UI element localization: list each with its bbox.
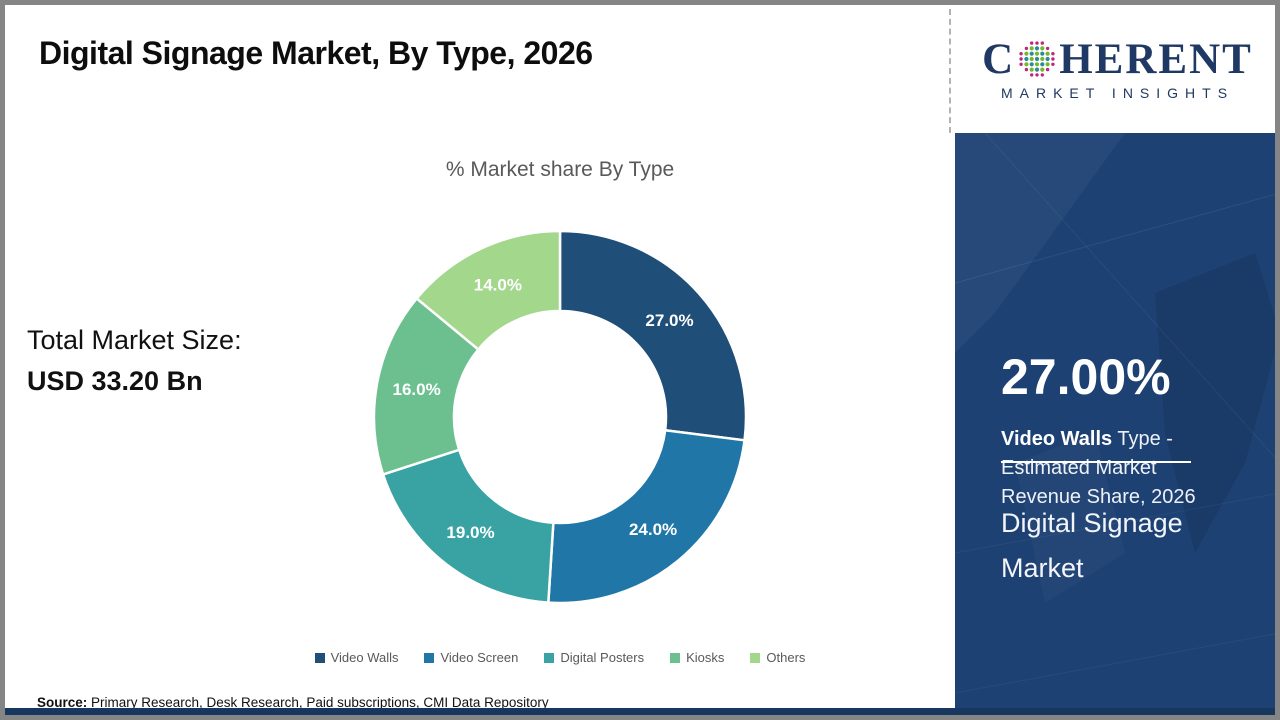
page-title: Digital Signage Market, By Type, 2026 (39, 35, 593, 71)
brand-letter-c: C (982, 35, 1016, 83)
vertical-dashed-divider (949, 9, 951, 133)
legend-label: Others (766, 650, 806, 665)
brand-word-rest: HERENT (1059, 35, 1253, 83)
highlight-panel-content: 27.00% Video Walls Type - Estimated Mark… (955, 133, 1275, 715)
brand-subtitle: MARKET INSIGHTS (1000, 84, 1235, 101)
total-market-label: Total Market Size: (27, 325, 242, 355)
highlight-caption-line3: Revenue Share, 2026 (1001, 486, 1196, 508)
highlight-caption-bold: Video Walls (1001, 428, 1113, 450)
source-line: Source: Primary Research, Desk Research,… (37, 695, 549, 710)
world-map-overlay (955, 133, 1275, 694)
donut-data-label: 27.0% (645, 311, 693, 330)
donut-slice-others (414, 229, 562, 352)
legend-item-digital-posters: Digital Posters (544, 650, 644, 665)
highlight-caption-rest: Type - (1112, 428, 1173, 450)
legend-swatch (750, 652, 761, 663)
legend-label: Video Screen (440, 650, 519, 665)
highlight-footer-line2: Market (1001, 553, 1084, 583)
coherent-globe-icon (1019, 41, 1055, 77)
brand-logo: C HERENT MARKET INSIGHTS (955, 5, 1275, 133)
legend-swatch (314, 652, 325, 663)
legend-label: Video Walls (330, 650, 399, 665)
total-market-value: USD 33.20 Bn (27, 366, 203, 396)
donut-data-label: 16.0% (392, 380, 440, 399)
donut-slice-digital-posters (381, 448, 555, 604)
legend-item-video-screen: Video Screen (424, 650, 518, 665)
highlight-value: 27.00% (1001, 349, 1171, 405)
legend-item-kiosks: Kiosks (670, 650, 724, 665)
source-label: Source: (37, 695, 88, 710)
donut-slice-video-screen (546, 428, 746, 605)
donut-chart: 27.0% 24.0% 19.0% 16.0% 14.0% (360, 217, 760, 617)
highlight-caption: Video Walls Type - Estimated Market Reve… (1001, 425, 1196, 512)
legend-item-others: Others (750, 650, 805, 665)
legend-label: Digital Posters (560, 650, 645, 665)
total-market-block: Total Market Size: USD 33.20 Bn (27, 325, 242, 397)
brand-wordmark: C HERENT (982, 38, 1253, 81)
chart-legend: Video Walls Video Screen Digital Posters Ki… (160, 650, 960, 665)
highlight-footer-line1: Digital Signage (1001, 508, 1183, 538)
highlight-divider-line (1001, 461, 1191, 463)
legend-label: Kiosks (686, 650, 725, 665)
donut-data-label: 14.0% (474, 275, 522, 294)
bottom-accent-bar (5, 708, 1275, 715)
donut-slice-video-walls (558, 229, 748, 442)
source-text: Primary Research, Desk Research, Paid su… (87, 695, 549, 710)
legend-swatch (544, 652, 555, 663)
donut-data-label: 24.0% (629, 520, 677, 539)
chart-title: % Market share By Type (445, 158, 675, 181)
donut-chart-svg: 27.0% 24.0% 19.0% 16.0% 14.0% (372, 229, 748, 605)
donut-data-label: 19.0% (446, 523, 494, 542)
highlight-footer-title: Digital Signage Market (1001, 501, 1183, 591)
legend-swatch (424, 652, 435, 663)
legend-swatch (670, 652, 681, 663)
legend-item-video-walls: Video Walls (314, 650, 399, 665)
highlight-panel: 27.00% Video Walls Type - Estimated Mark… (955, 133, 1275, 715)
